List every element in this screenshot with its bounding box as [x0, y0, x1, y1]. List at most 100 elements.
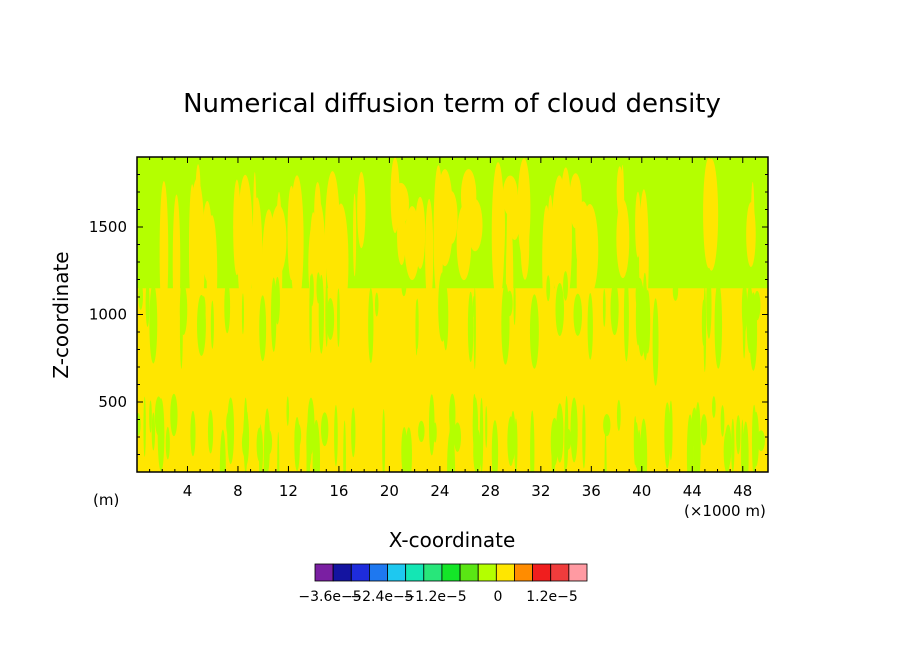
field-patch — [226, 412, 231, 436]
field-patch — [172, 194, 181, 335]
field-patch — [159, 180, 169, 325]
y-unit-label: (m) — [93, 491, 119, 509]
chart-title: Numerical diffusion term of cloud densit… — [183, 89, 721, 119]
field-patch — [723, 430, 731, 472]
x-tick-label: 16 — [329, 482, 348, 500]
colorbar-tick-label: 0 — [494, 589, 503, 605]
field-patch — [750, 181, 755, 264]
field-patch — [686, 414, 694, 472]
colorbar-tick-label: 1.2e−5 — [526, 589, 578, 605]
field-patch — [472, 295, 475, 318]
field-patch — [390, 157, 400, 234]
field-patch — [337, 288, 340, 348]
field-patch — [149, 283, 158, 364]
field-patch — [415, 196, 426, 269]
x-tick-label: 44 — [683, 482, 702, 500]
field-patch — [731, 418, 735, 472]
field-patch — [555, 282, 564, 337]
field-patch — [602, 288, 606, 327]
field-patch — [720, 405, 725, 437]
colorbar-tick-label: −1.2e−5 — [403, 589, 466, 605]
field-patch — [143, 396, 146, 457]
field-patch — [604, 428, 607, 472]
field-patch — [513, 281, 516, 326]
x-axis-label: X-coordinate — [389, 528, 516, 552]
field-patch — [564, 396, 569, 468]
colorbar — [314, 563, 588, 582]
field-patch — [603, 414, 611, 437]
field-patch — [706, 271, 712, 339]
field-patch — [610, 281, 619, 336]
field-patch — [623, 272, 629, 362]
x-tick-label: 20 — [380, 482, 399, 500]
field-patch — [309, 275, 312, 354]
field-patch — [189, 178, 205, 327]
field-patch — [473, 393, 476, 422]
field-patch — [652, 298, 659, 386]
colorbar-swatch — [532, 563, 552, 582]
colorbar-swatch — [514, 563, 534, 582]
field-patch — [137, 412, 141, 436]
x-tick-label: 48 — [733, 482, 752, 500]
field-patch — [742, 421, 749, 472]
field-patch — [138, 282, 144, 310]
colorbar-swatch — [459, 563, 479, 582]
field-patch — [701, 299, 706, 347]
colorbar-labels: −3.6e−5−2.4e−5−1.2e−5 0 1.2e−5 — [298, 589, 577, 605]
colorbar-swatch — [423, 563, 443, 582]
field-patch — [751, 404, 757, 472]
field-patch — [616, 399, 621, 431]
field-patch — [757, 430, 765, 452]
colorbar-swatch — [550, 563, 570, 582]
field-patch — [428, 394, 435, 456]
field-patch — [550, 417, 559, 466]
field-patch — [357, 171, 366, 249]
field-patch — [582, 404, 586, 469]
field-patch — [433, 422, 437, 443]
y-tick-label: 1000 — [89, 306, 127, 324]
field-patch — [736, 415, 741, 455]
field-patch — [742, 288, 746, 359]
field-patch — [201, 296, 206, 324]
field-patch — [587, 292, 593, 360]
x-tick-label: 28 — [481, 482, 500, 500]
x-tick-label: 4 — [183, 482, 193, 500]
field-patch — [401, 426, 408, 472]
field-patch — [520, 210, 530, 280]
field-patch — [508, 190, 521, 240]
field-patch — [443, 284, 449, 351]
field-patch — [569, 173, 582, 229]
field-patch — [570, 397, 578, 463]
field-patch — [320, 412, 329, 447]
field-patch — [294, 417, 300, 472]
field-patch — [491, 420, 499, 472]
field-patch — [206, 215, 218, 333]
field-patch — [149, 400, 152, 433]
x-tick-label: 24 — [430, 482, 449, 500]
field-patch — [353, 193, 357, 277]
field-patch — [753, 290, 761, 321]
colorbar-tick-label: −2.4e−5 — [350, 589, 413, 605]
field-patch — [456, 205, 472, 281]
field-patch — [307, 397, 315, 455]
field-patch — [219, 429, 226, 472]
field-patch — [179, 284, 188, 335]
field-patch — [700, 414, 708, 446]
field-patch — [616, 166, 623, 216]
field-patch — [640, 418, 648, 472]
field-patch — [497, 183, 506, 271]
field-patch — [253, 172, 257, 299]
field-patch — [286, 396, 289, 426]
field-patch — [343, 420, 346, 472]
field-patch — [433, 165, 444, 303]
field-patch — [382, 409, 386, 472]
y-axis-label: Z-coordinate — [49, 251, 73, 378]
field-patch — [637, 284, 646, 357]
field-patch — [264, 408, 270, 472]
colorbar-swatch — [314, 563, 334, 582]
field-patch — [270, 204, 287, 275]
field-patch — [210, 300, 214, 349]
field-patch — [714, 281, 723, 369]
field-patch — [445, 191, 458, 244]
